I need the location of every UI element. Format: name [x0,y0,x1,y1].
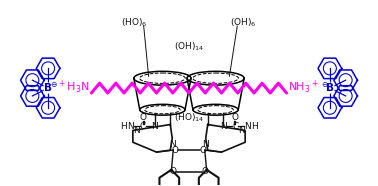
Text: H: H [119,122,126,131]
Text: (HO)$_6$: (HO)$_6$ [121,17,148,29]
Text: (HO)$_{14}$: (HO)$_{14}$ [174,111,204,124]
Text: C: C [139,122,146,131]
Text: N: N [202,140,209,149]
Text: N: N [133,126,140,135]
Text: N: N [151,122,158,131]
Text: B: B [326,83,334,93]
Text: C: C [232,122,239,131]
Text: (OH)$_{14}$: (OH)$_{14}$ [174,40,204,53]
Text: N: N [169,140,176,149]
Text: O: O [199,146,206,155]
Text: ⊖: ⊖ [50,80,56,89]
Text: $^+$H$_3$N: $^+$H$_3$N [57,78,90,96]
Text: H: H [252,122,259,131]
Text: N: N [238,126,245,135]
Text: N: N [127,122,134,131]
Text: N: N [220,122,227,131]
Text: O: O [232,113,239,122]
Text: (OH)$_6$: (OH)$_6$ [230,17,257,29]
Text: NH$_3$$^+$: NH$_3$$^+$ [288,78,319,96]
Text: B: B [44,83,52,93]
Text: O: O [170,167,177,176]
Text: O: O [139,113,146,122]
Text: N: N [244,122,251,131]
Text: O: O [172,146,179,155]
Text: ⊖: ⊖ [322,80,328,89]
Text: O: O [201,167,208,176]
